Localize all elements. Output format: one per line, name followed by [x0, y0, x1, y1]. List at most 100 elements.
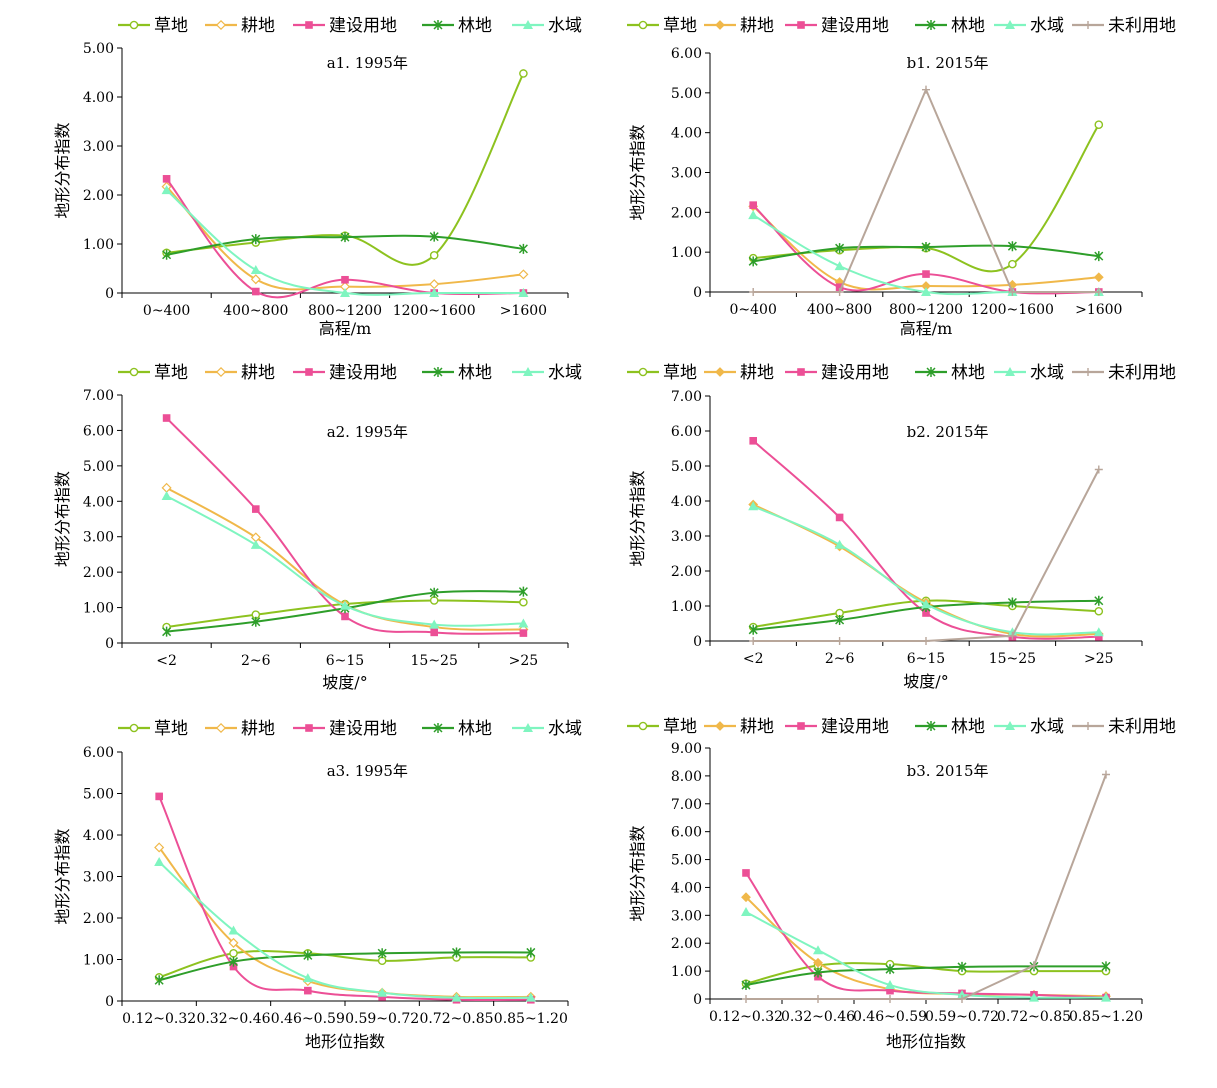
legend-entry-a2-4: 水域: [512, 363, 582, 383]
data-point-a1-2-1: [252, 287, 260, 296]
data-point-b3-1-0: [741, 892, 751, 903]
data-point-a2-2-1: [252, 505, 260, 513]
legend-entry-a1-2: 建设用地: [293, 16, 397, 36]
legend-marker-a1-4: [523, 20, 533, 29]
data-point-a3-4-0: [154, 856, 165, 866]
x-tick-label-b3-3: 0.59~0.72: [925, 1009, 999, 1025]
series-b3-5: [742, 770, 1110, 1003]
series-line-a3-1: [158, 846, 531, 999]
series-line-b3-2: [745, 872, 1107, 999]
series-b3-0: [741, 959, 1111, 988]
legend-label-b2-4: 水域: [1030, 363, 1064, 383]
data-point-a2-3-1: [251, 616, 261, 627]
legend-entry-b1-0: 草地: [627, 16, 697, 36]
data-point-b2-3-3: [1007, 597, 1017, 608]
data-point-b3-5-5: [1102, 770, 1110, 779]
data-point-a1-3-0: [162, 249, 172, 260]
data-point-a3-2-2: [304, 986, 312, 995]
series-line-a3-2: [158, 796, 531, 1001]
data-point-a1-4-1: [250, 264, 261, 274]
x-tick-label-a2-4: >25: [509, 653, 539, 669]
data-point-b1-5-4: [1094, 288, 1103, 296]
chart-title-a2: a2. 1995年: [327, 423, 408, 441]
data-point-a2-1-0: [161, 482, 172, 493]
data-point-a1-2-0: [162, 175, 171, 183]
data-point-a2-4-1: [250, 539, 261, 549]
series-b2-1: [748, 499, 1104, 639]
legend-label-b2-5: 未利用地: [1108, 363, 1176, 383]
x-tick-label-b3-1: 0.32~0.46: [781, 1009, 855, 1025]
legend-label-a3-4: 水域: [548, 719, 582, 739]
chart-svg-a3: 草地 耕地 建设用地 林地 水域 0 1.00 2.00 3.00 4.00 5.00 6.00 0.1…: [53, 719, 582, 1051]
y-axis-label-b3: 地形分布指数: [628, 825, 647, 921]
legend-label-b2-2: 建设用地: [821, 363, 889, 383]
data-point-b1-2-0: [749, 201, 757, 209]
x-axis-label-a1: 高程/m: [319, 319, 372, 338]
x-tick-label-a2-2: 6~15: [326, 653, 364, 669]
legend-label-b1-5: 未利用地: [1108, 16, 1176, 36]
legend-label-b1-1: 耕地: [740, 16, 774, 36]
series-a1-4: [161, 185, 529, 297]
series-line-a3-4: [158, 861, 531, 1000]
legend-entry-a1-3: 林地: [422, 16, 492, 36]
y-tick-label-a3-2: 2.00: [83, 911, 114, 927]
legend-label-b2-0: 草地: [663, 363, 697, 383]
x-tick-label-b1-2: 800~1200: [889, 302, 963, 318]
y-tick-label-a3-1: 1.00: [83, 953, 114, 969]
data-point-a1-0-3: [429, 250, 439, 260]
y-tick-label-b2-7: 7.00: [671, 389, 702, 405]
data-point-a1-4-4: [518, 288, 529, 297]
data-point-b2-5-3: [1008, 631, 1017, 640]
y-tick-label-a3-6: 6.00: [83, 745, 114, 761]
y-tick-label-b3-0: 0: [693, 992, 702, 1008]
legend-entry-a1-4: 水域: [512, 16, 582, 36]
data-point-a2-2-3: [430, 628, 438, 637]
data-point-b3-1-1: [813, 957, 823, 968]
x-tick-label-a1-4: >1600: [500, 303, 547, 319]
y-tick-label-a2-0: 0: [105, 636, 114, 652]
legend-entry-b1-1: 耕地: [704, 16, 774, 36]
chart-panel-a2: 草地 耕地 建设用地 林地 水域 0 1.00 2.00 3.00 4.00 5.00 6.00 7.0…: [0, 355, 610, 700]
data-point-b1-5-0: [749, 288, 758, 296]
data-point-b1-3-3: [1007, 241, 1017, 252]
data-point-b3-4-0: [741, 906, 751, 916]
data-point-b1-1-4: [1093, 272, 1104, 283]
y-tick-label-a2-2: 2.00: [83, 565, 114, 581]
data-point-b3-5-2: [886, 995, 894, 1003]
y-tick-label-a1-1: 1.00: [83, 237, 114, 253]
legend-marker-a1-1: [215, 19, 227, 31]
y-axis-label-b2: 地形分布指数: [628, 470, 647, 566]
data-point-b1-4-1: [834, 261, 845, 271]
data-point-a1-4-3: [429, 288, 440, 297]
data-point-a2-4-4: [518, 618, 529, 628]
data-point-a1-4-0: [161, 185, 172, 195]
chart-svg-b2: 草地 耕地 建设用地 林地 水域 未利用地 0 1.00 2.00 3.00 4.00 5.00 6.0…: [627, 363, 1176, 691]
y-tick-label-b3-9: 9.00: [671, 741, 702, 757]
legend-marker-a2-0: [129, 367, 139, 377]
legend-entry-b1-4: 水域: [994, 16, 1064, 36]
legend-label-a2-0: 草地: [154, 363, 188, 383]
legend-label-b3-4: 水域: [1030, 717, 1064, 737]
legend-entry-b2-3: 林地: [915, 363, 985, 383]
data-point-b3-3-0: [741, 980, 751, 991]
legend-marker-a2-4: [523, 367, 533, 376]
legend-marker-b2-2: [797, 368, 805, 376]
data-point-a3-3-5: [526, 947, 536, 958]
data-point-b2-4-1: [834, 539, 845, 549]
x-tick-label-b2-0: <2: [743, 651, 764, 667]
y-tick-label-b1-5: 5.00: [671, 86, 702, 102]
legend-entry-b2-4: 水域: [994, 363, 1064, 383]
chart-panel-b1: 草地 耕地 建设用地 林地 水域 未利用地 0 1.00 2.00 3.00 4.00 5.00 6.0…: [607, 0, 1217, 350]
data-point-b2-3-1: [835, 615, 845, 625]
data-point-b3-5-4: [1030, 961, 1038, 970]
y-tick-label-b2-2: 2.00: [671, 564, 702, 580]
data-point-a1-2-2: [341, 275, 349, 284]
y-axis-label-a1: 地形分布指数: [53, 122, 72, 218]
y-tick-label-a3-0: 0: [105, 994, 114, 1010]
data-point-b2-5-4: [1094, 465, 1103, 474]
legend-label-a1-0: 草地: [154, 16, 188, 36]
x-tick-label-a2-1: 2~6: [241, 653, 271, 669]
chart-panel-a1: 草地 耕地 建设用地 林地 水域 0 1.00 2.00 3.00 4.00 5.00 0~400 40…: [0, 0, 610, 350]
data-point-a3-3-0: [154, 975, 164, 986]
y-tick-label-b3-2: 2.00: [671, 936, 702, 952]
